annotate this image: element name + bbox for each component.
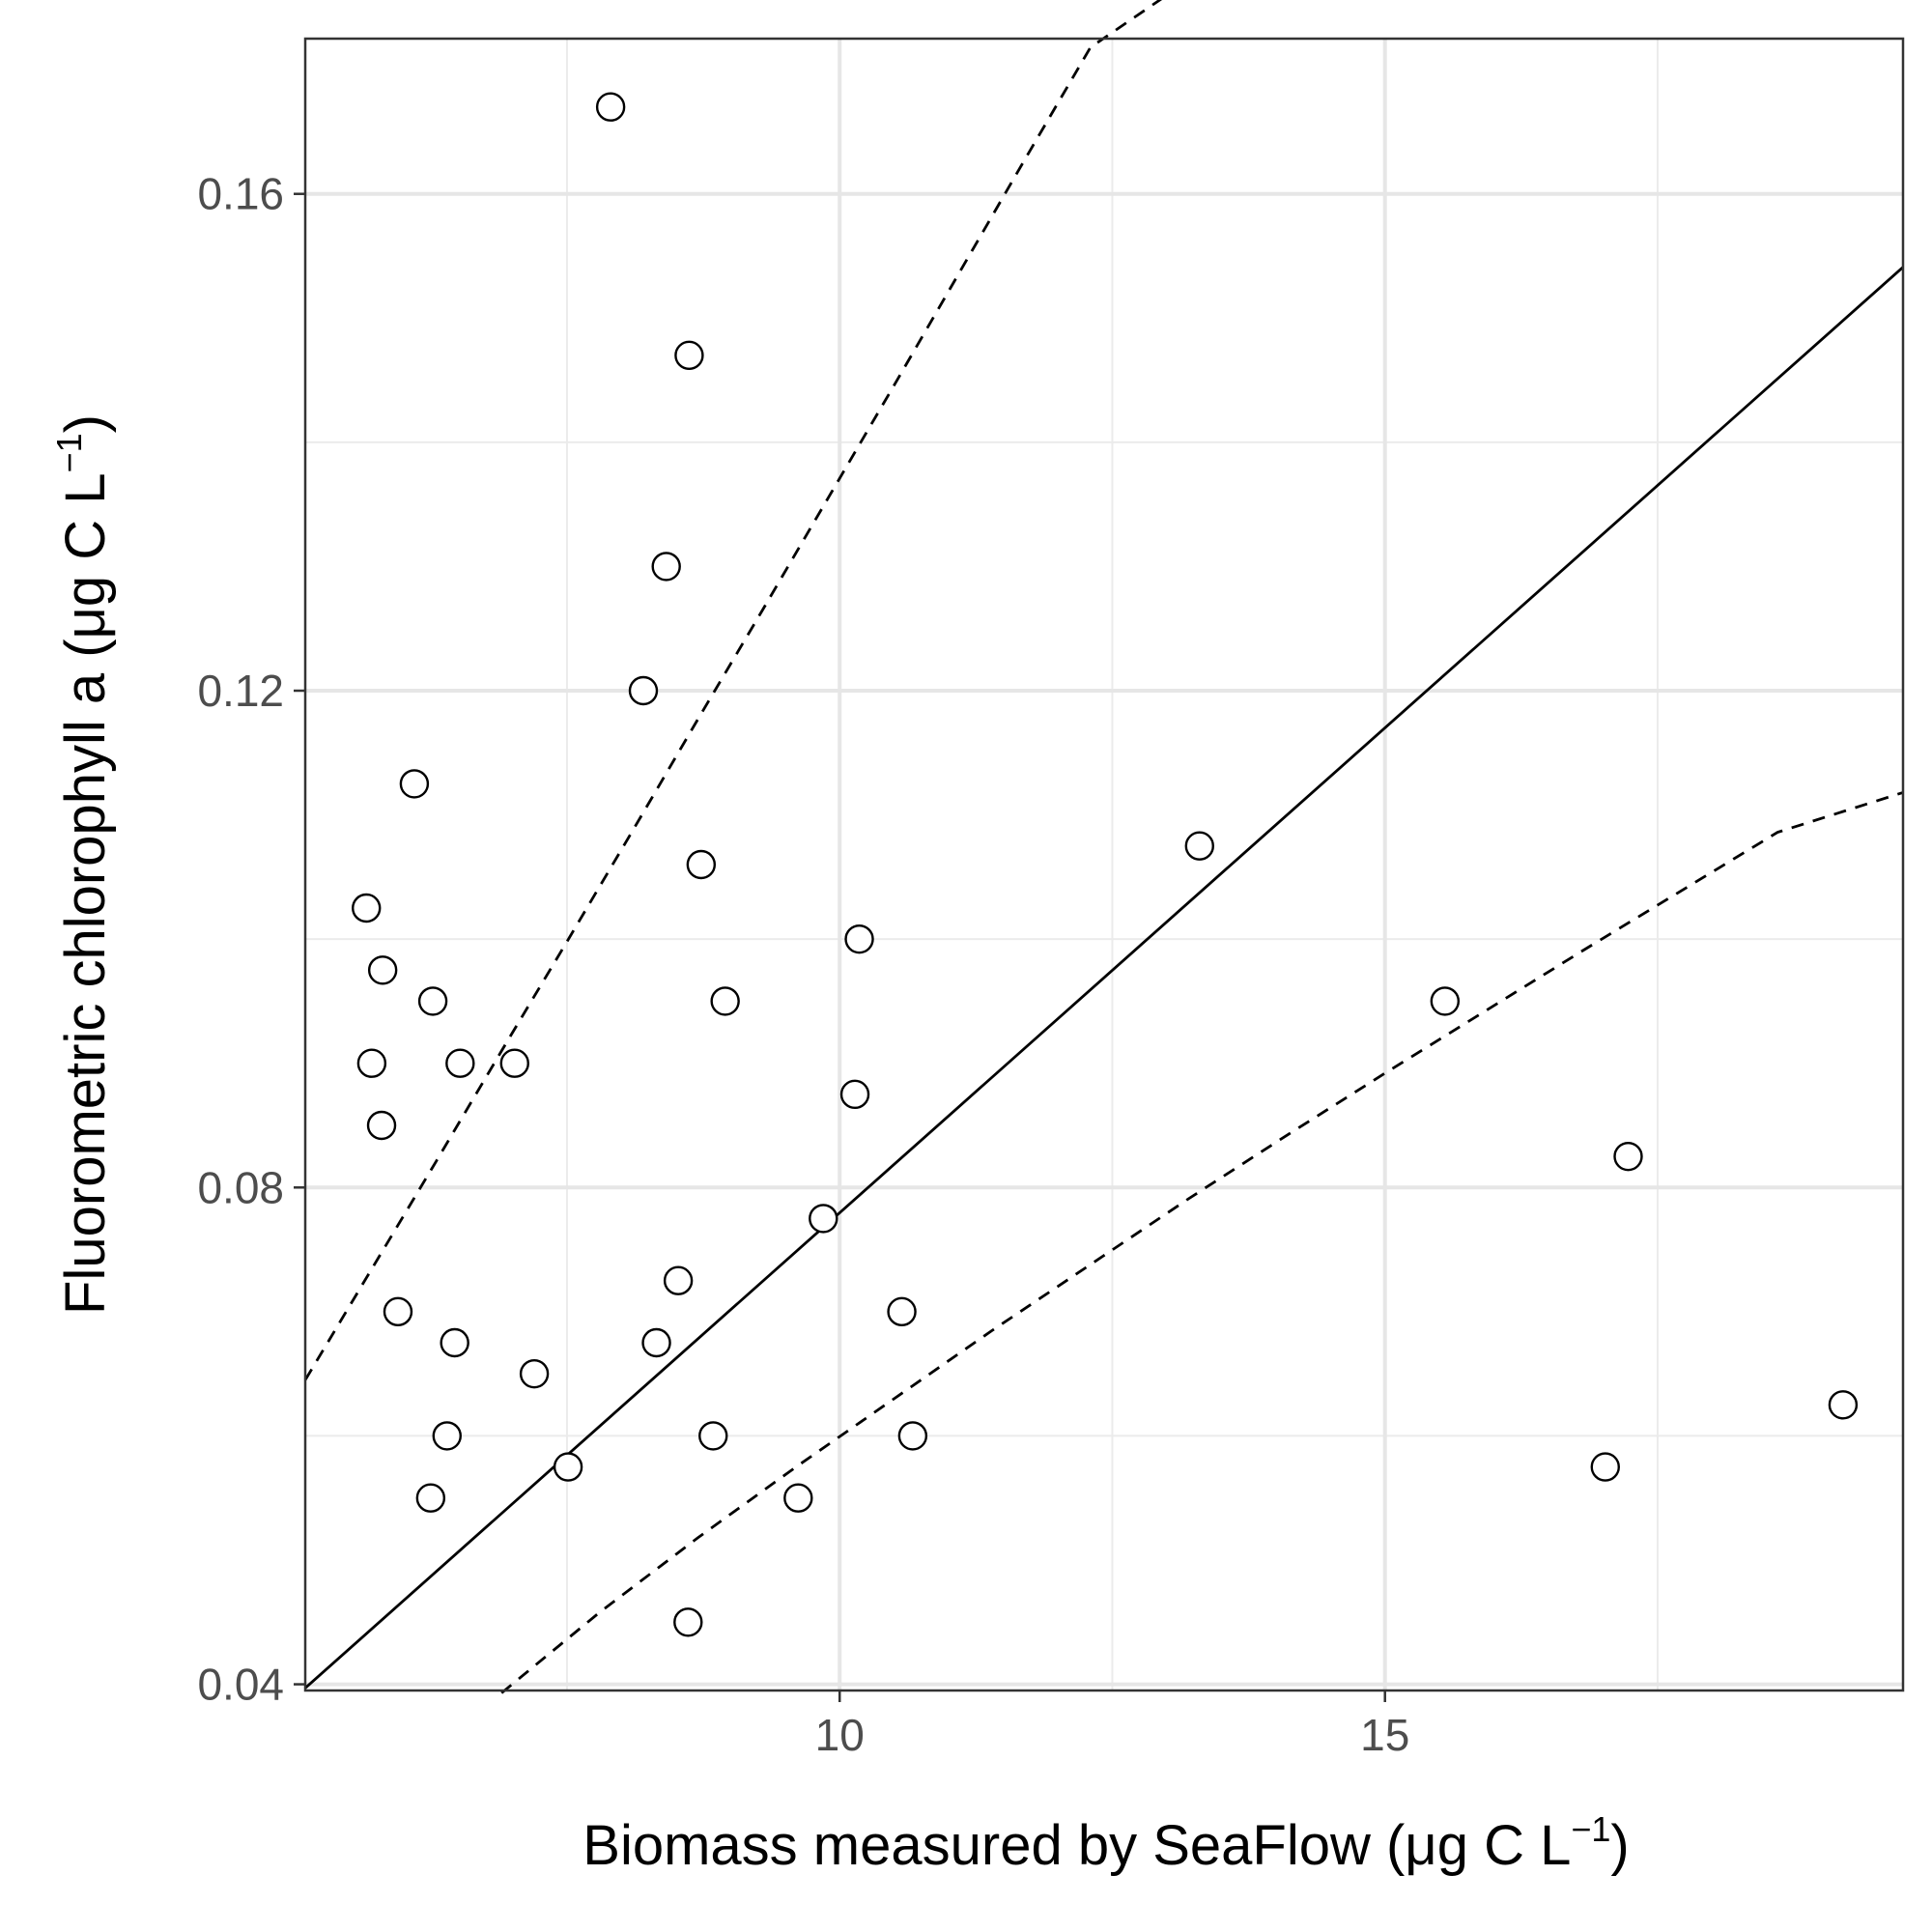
confidence-bound-line	[500, 791, 1904, 1694]
data-point	[839, 1079, 870, 1110]
data-point	[417, 986, 448, 1016]
data-point	[698, 1421, 728, 1451]
y-axis-title: Fluorometric chlorophyll a (μg C L−1)	[49, 414, 117, 1315]
data-point	[352, 893, 382, 923]
data-point	[445, 1048, 475, 1078]
data-point	[710, 986, 740, 1016]
data-point	[366, 1110, 397, 1141]
data-point	[651, 552, 681, 582]
data-point	[553, 1452, 583, 1482]
y-tick-label: 0.08	[197, 1162, 284, 1212]
data-point	[887, 1296, 917, 1327]
data-point	[897, 1421, 928, 1451]
y-tick-label: 0.12	[197, 666, 284, 716]
y-tick-label: 0.04	[197, 1660, 284, 1710]
data-point	[415, 1483, 446, 1513]
data-point	[356, 1048, 387, 1078]
data-point	[1590, 1452, 1620, 1482]
data-point	[673, 1607, 703, 1637]
data-point	[440, 1327, 469, 1358]
data-point	[1430, 986, 1461, 1016]
data-point	[595, 92, 626, 122]
data-point	[663, 1265, 694, 1295]
data-point	[499, 1048, 529, 1078]
major-gridlines	[305, 39, 1903, 1690]
data-point	[519, 1358, 550, 1389]
data-point	[1613, 1141, 1643, 1172]
fit-lines	[303, 0, 1904, 1694]
data-point	[809, 1204, 838, 1234]
x-axis: 10 15	[815, 1690, 1409, 1760]
data-point	[674, 340, 704, 371]
minor-gridlines	[305, 39, 1903, 1690]
data-point	[383, 1296, 413, 1327]
data-point	[1828, 1390, 1859, 1420]
y-tick-label: 0.16	[197, 169, 284, 219]
x-tick-label: 15	[1360, 1710, 1409, 1760]
confidence-bound-line	[303, 0, 1163, 1381]
data-point	[844, 923, 874, 954]
data-point	[641, 1327, 671, 1358]
regression-line	[304, 266, 1904, 1690]
data-point	[432, 1421, 462, 1451]
data-point	[686, 849, 717, 880]
x-tick-label: 10	[815, 1710, 865, 1760]
data-point	[367, 955, 398, 985]
plot-panel-border	[303, 37, 1905, 1692]
data-point	[1184, 831, 1214, 861]
data-point	[783, 1483, 813, 1513]
y-axis: 0.04 0.08 0.12 0.16	[197, 169, 305, 1710]
x-axis-title: Biomass measured by SeaFlow (μg C L−1)	[582, 1809, 1629, 1877]
data-point	[399, 769, 430, 799]
data-point	[628, 675, 659, 706]
data-points	[352, 92, 1859, 1637]
